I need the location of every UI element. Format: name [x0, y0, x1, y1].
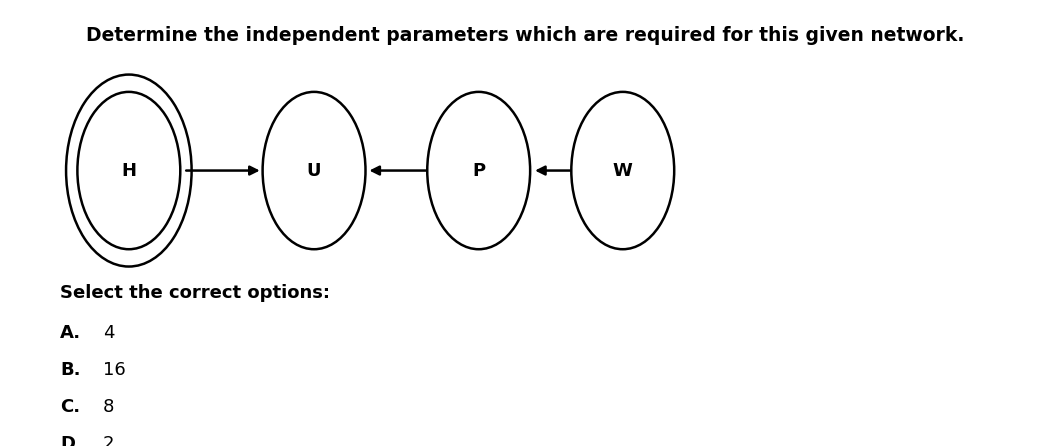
Text: P: P: [472, 161, 485, 180]
Text: 4: 4: [103, 323, 114, 342]
Text: D.: D.: [60, 435, 82, 446]
Text: B.: B.: [60, 361, 81, 379]
Text: Determine the independent parameters which are required for this given network.: Determine the independent parameters whi…: [86, 26, 964, 45]
Text: 2: 2: [103, 435, 114, 446]
Text: 8: 8: [103, 398, 114, 416]
Ellipse shape: [427, 92, 530, 249]
Text: W: W: [613, 161, 633, 180]
Text: U: U: [307, 161, 321, 180]
Text: H: H: [122, 161, 136, 180]
Ellipse shape: [78, 92, 181, 249]
Text: A.: A.: [60, 323, 81, 342]
Text: 16: 16: [103, 361, 126, 379]
Text: C.: C.: [60, 398, 80, 416]
Ellipse shape: [571, 92, 674, 249]
Text: Select the correct options:: Select the correct options:: [60, 284, 330, 302]
Ellipse shape: [262, 92, 365, 249]
